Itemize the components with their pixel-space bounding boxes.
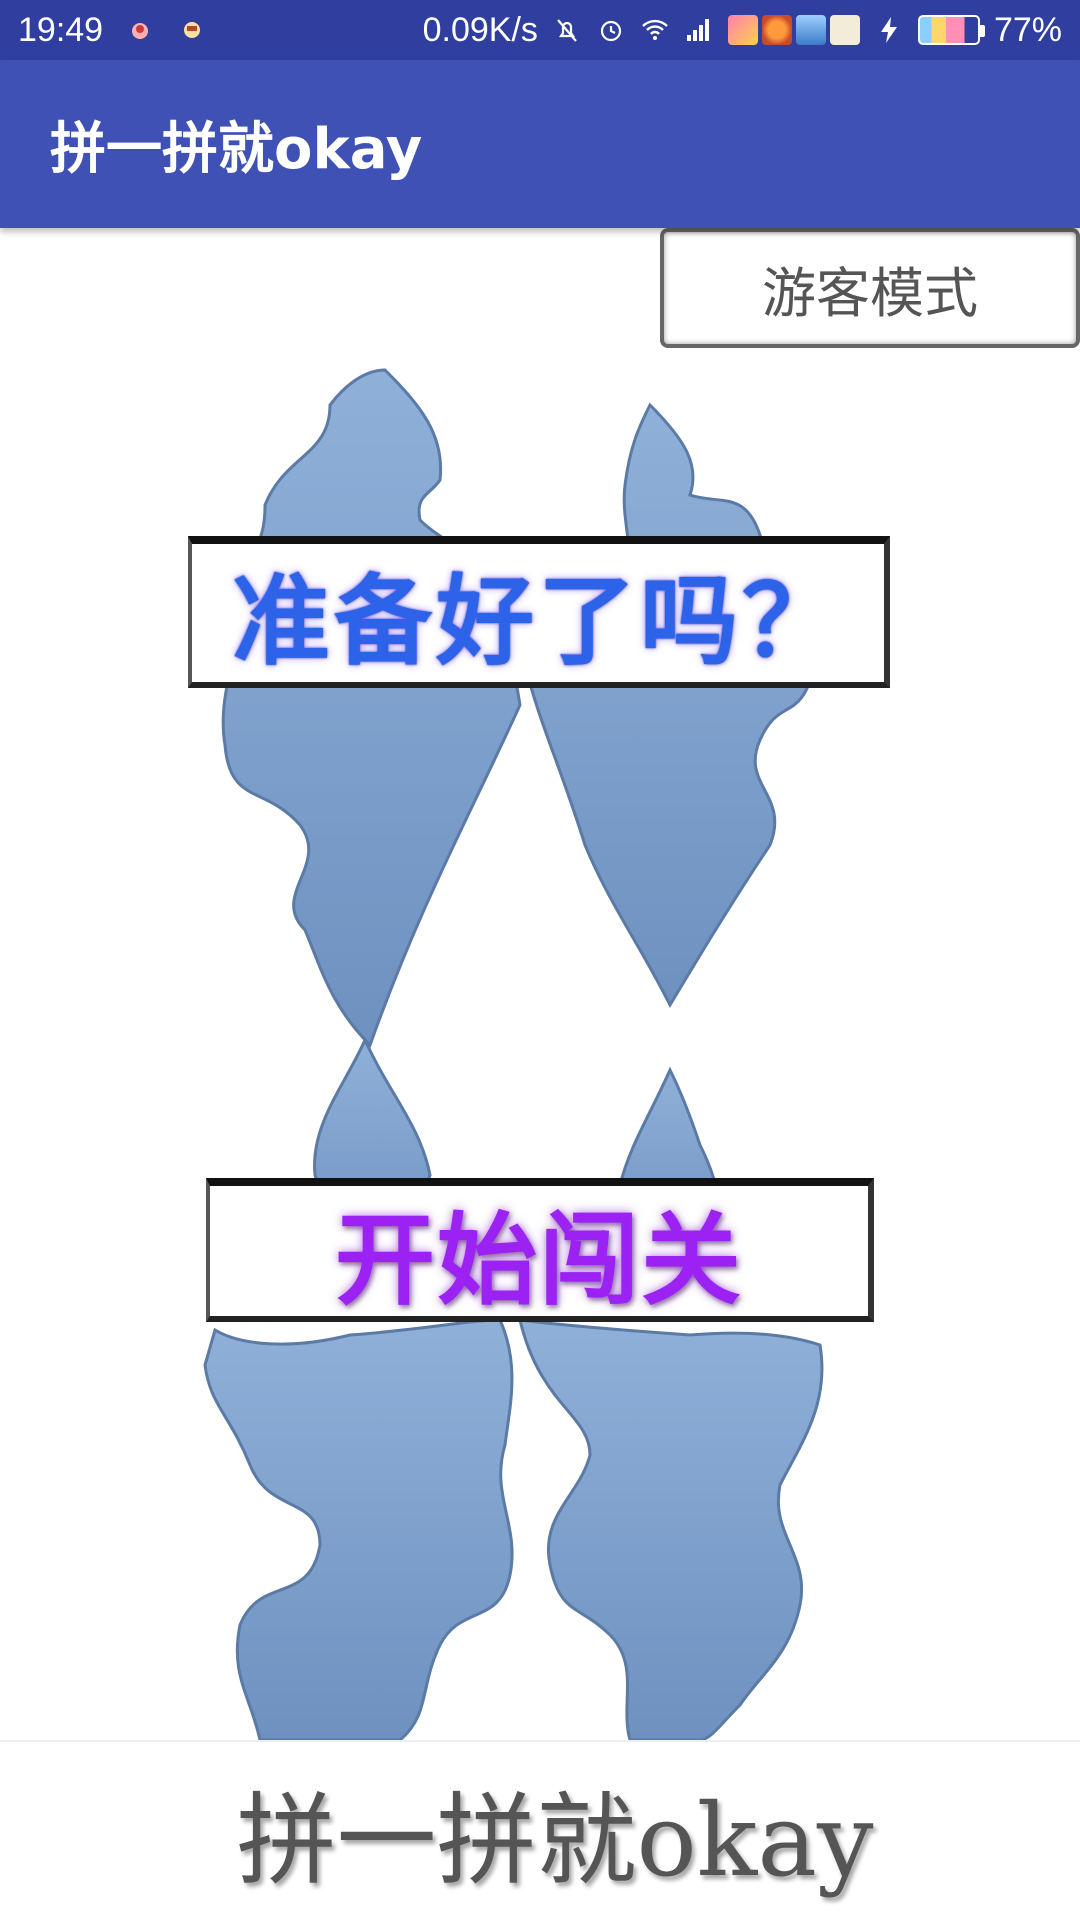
status-bar: 19:49 0.09K/s 77% (0, 0, 1080, 60)
battery-icon (917, 15, 985, 45)
footer-logo: 拼一拼就okay (0, 1740, 1080, 1920)
guest-mode-label: 游客模式 (762, 261, 978, 325)
app-thumb-icon (795, 15, 826, 45)
app-bar: 拼一拼就okay (0, 60, 1080, 228)
guest-mode-button[interactable]: 游客模式 (660, 228, 1080, 348)
net-speed: 0.09K/s (422, 10, 538, 49)
wifi-icon (640, 15, 670, 45)
app-title: 拼一拼就okay (50, 116, 423, 182)
status-time: 19:49 (18, 10, 104, 49)
app-thumb-icon (761, 15, 792, 45)
start-challenge-button[interactable]: 开始闯关 (206, 1178, 874, 1322)
ready-text: 准备好了吗？ (231, 565, 844, 679)
status-right: 0.09K/s 77% (423, 11, 1062, 50)
start-challenge-label: 开始闯关 (335, 1201, 743, 1319)
charging-icon (874, 15, 904, 45)
app-thumb-icon (727, 15, 758, 45)
signal-icon (684, 15, 714, 45)
footer-logo-text: 拼一拼就okay (236, 1781, 874, 1899)
status-left: 19:49 (18, 11, 207, 50)
notification-thumbnails (727, 15, 860, 45)
alarm-icon (596, 15, 626, 45)
notification-app-icon (125, 15, 155, 45)
ready-banner: 准备好了吗？ (188, 536, 890, 688)
mute-icon (552, 15, 582, 45)
battery-percent: 77% (993, 10, 1062, 49)
app-thumb-icon (829, 15, 860, 45)
notification-app-icon-2 (177, 15, 207, 45)
